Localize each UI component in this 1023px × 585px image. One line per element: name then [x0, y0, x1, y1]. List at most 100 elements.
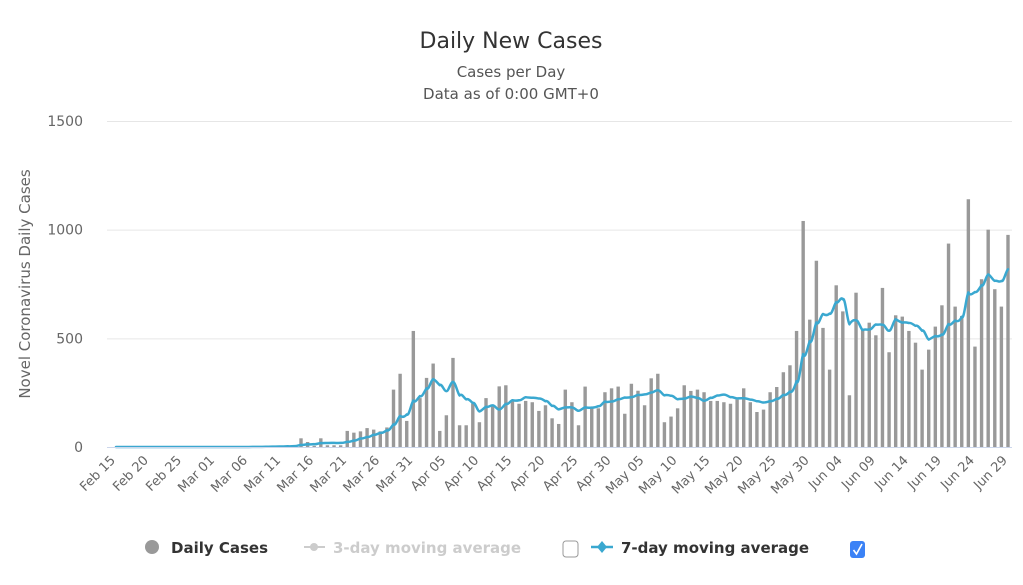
daily-cases-bar — [967, 199, 970, 447]
legend-label-7day-average: 7-day moving average — [621, 539, 809, 557]
daily-cases-bar — [887, 352, 890, 447]
daily-cases-bar — [557, 424, 560, 447]
y-tick-label: 0 — [74, 440, 83, 456]
gray-circle-icon — [145, 540, 159, 554]
daily-cases-bar — [934, 327, 937, 447]
daily-cases-bar — [491, 406, 494, 447]
daily-cases-bar — [412, 331, 415, 447]
daily-cases-bar — [716, 401, 719, 447]
x-tick-label: Apr 15 — [474, 453, 515, 494]
daily-cases-bar — [623, 414, 626, 447]
daily-cases-bar — [326, 445, 329, 447]
daily-cases-bar — [669, 417, 672, 447]
checkbox-7day-average[interactable] — [850, 541, 865, 558]
x-tick-label: Feb 15 — [77, 453, 119, 495]
daily-cases-bar — [643, 405, 646, 447]
chart-subtitle-2: Data as of 0:00 GMT+0 — [423, 85, 599, 103]
legend-label-daily-cases: Daily Cases — [171, 539, 268, 557]
daily-cases-bar — [636, 391, 639, 447]
daily-cases-bar — [464, 425, 467, 447]
daily-cases-bar — [901, 317, 904, 447]
daily-cases-bar — [894, 315, 897, 447]
daily-cases-bar — [986, 230, 989, 447]
daily-cases-bar — [947, 244, 950, 447]
daily-cases-bar — [735, 400, 738, 447]
marker-dot-icon — [310, 543, 318, 551]
daily-cases-bar — [722, 402, 725, 447]
daily-cases-bar — [927, 350, 930, 447]
daily-cases-bar — [821, 328, 824, 447]
daily-cases-bar — [854, 293, 857, 447]
daily-cases-bar — [313, 446, 316, 447]
daily-cases-bar — [405, 421, 408, 447]
daily-cases-bar — [795, 331, 798, 447]
daily-cases-bar — [1000, 307, 1003, 447]
checkbox-3day-average[interactable] — [563, 541, 578, 557]
daily-cases-bar — [537, 411, 540, 447]
x-tick-label: Apr 25 — [540, 453, 581, 494]
y-tick-label: 1000 — [47, 223, 83, 239]
daily-cases-bar — [577, 425, 580, 447]
x-tick-label: Jun 29 — [971, 453, 1011, 493]
daily-cases-bar — [531, 402, 534, 447]
daily-cases-bar — [993, 289, 996, 447]
y-tick-label: 1500 — [47, 114, 83, 130]
daily-cases-bar — [590, 407, 593, 447]
daily-cases-bar — [445, 415, 448, 447]
x-tick-label: Mar 31 — [374, 453, 417, 496]
x-tick-label: Jun 14 — [871, 453, 911, 493]
daily-cases-bar — [881, 288, 884, 447]
daily-cases-bar — [861, 329, 864, 447]
daily-cases-bar — [418, 398, 421, 447]
daily-cases-bar — [683, 385, 686, 447]
legend-item-7day-average[interactable]: 7-day moving average — [591, 539, 809, 557]
daily-cases-bar — [630, 384, 633, 447]
daily-cases-bar — [332, 445, 335, 447]
daily-cases-bar — [874, 335, 877, 447]
x-tick-label: Jun 09 — [838, 453, 878, 493]
diamond-marker-icon — [597, 541, 607, 553]
daily-cases-bar — [583, 387, 586, 447]
daily-cases-bar — [484, 398, 487, 447]
daily-cases-bar — [907, 331, 910, 447]
daily-cases-bar — [980, 279, 983, 447]
daily-cases-bar — [597, 408, 600, 447]
daily-cases-bar — [431, 364, 434, 447]
daily-cases-bar — [511, 400, 514, 447]
daily-cases-bar — [650, 378, 653, 447]
daily-cases-bar — [550, 418, 553, 447]
daily-cases-bar — [953, 307, 956, 447]
daily-cases-bar — [782, 372, 785, 447]
y-axis-title: Novel Coronavirus Daily Cases — [16, 169, 34, 399]
legend-item-3day-average[interactable]: 3-day moving average — [304, 539, 521, 557]
legend-item-daily-cases[interactable]: Daily Cases — [145, 539, 268, 557]
daily-cases-bar — [940, 305, 943, 447]
daily-cases-bar — [471, 404, 474, 447]
daily-cases-bar — [458, 425, 461, 447]
daily-cases-bar — [868, 323, 871, 447]
daily-cases-bar — [339, 445, 342, 447]
daily-cases-bar — [663, 422, 666, 447]
daily-cases-bar — [544, 405, 547, 447]
daily-cases-bar — [676, 408, 679, 447]
x-tick-label: Feb 20 — [110, 453, 152, 495]
daily-cases-bar — [749, 402, 752, 447]
daily-cases-bar — [656, 374, 659, 447]
daily-cases-bar — [815, 261, 818, 447]
daily-cases-bar — [709, 401, 712, 447]
daily-cases-bar — [835, 285, 838, 447]
daily-cases-bar — [775, 387, 778, 447]
chart-title: Daily New Cases — [420, 29, 603, 54]
daily-cases-bar — [960, 316, 963, 447]
daily-cases-bar — [372, 430, 375, 447]
daily-cases-bar — [392, 390, 395, 447]
daily-cases-bar — [398, 374, 401, 447]
daily-cases-bar — [504, 385, 507, 447]
checkbox-box — [850, 541, 865, 558]
daily-cases-bar — [616, 387, 619, 447]
x-tick-label: Apr 20 — [507, 453, 548, 494]
x-tick-label: Apr 05 — [408, 453, 449, 494]
daily-cases-bar — [346, 431, 349, 447]
daily-cases-bar — [564, 390, 567, 447]
